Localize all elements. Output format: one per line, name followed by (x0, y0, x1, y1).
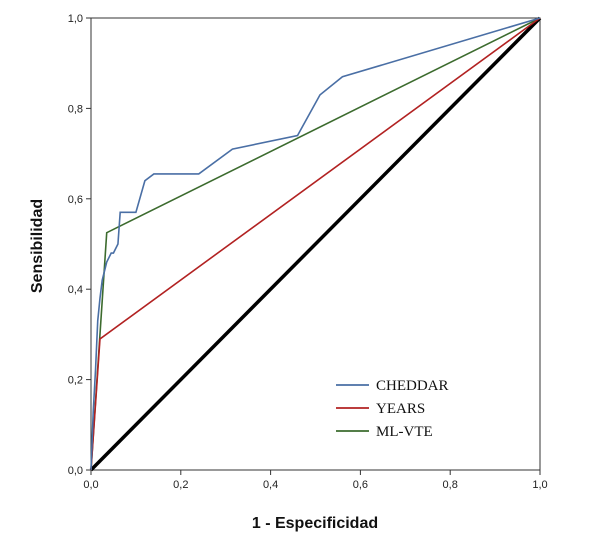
y-tick-label: 0,2 (68, 375, 83, 387)
reference-line-layer (89, 16, 542, 472)
y-tick-label: 0,0 (68, 465, 83, 477)
y-tick-label: 0,6 (68, 194, 83, 206)
legend-label-years: YEARS (376, 401, 425, 417)
y-axis-title: Sensibilidad (29, 199, 46, 293)
legend: CHEDDAR YEARS ML-VTE (336, 378, 449, 440)
x-axis-ticks: 0,0 0,2 0,4 0,6 0,8 1,0 (83, 470, 548, 491)
y-tick-label: 1,0 (68, 13, 83, 25)
y-axis-ticks: 0,0 0,2 0,4 0,6 0,8 1,0 (68, 13, 91, 477)
x-tick-label: 1,0 (532, 479, 547, 491)
x-axis-title: 1 - Especificidad (252, 515, 378, 532)
series-layer (90, 17, 541, 471)
y-tick-label: 0,4 (68, 284, 83, 296)
reference-line (89, 16, 542, 472)
x-tick-label: 0,0 (83, 479, 98, 491)
x-tick-label: 0,6 (353, 479, 368, 491)
x-tick-label: 0,2 (173, 479, 188, 491)
legend-label-cheddar: CHEDDAR (376, 378, 449, 394)
x-tick-label: 0,8 (443, 479, 458, 491)
series-line-years (90, 17, 541, 471)
series-line-cheddar (90, 17, 541, 471)
legend-label-ml-vte: ML-VTE (376, 424, 433, 440)
y-tick-label: 0,8 (68, 103, 83, 115)
x-tick-label: 0,4 (263, 479, 278, 491)
